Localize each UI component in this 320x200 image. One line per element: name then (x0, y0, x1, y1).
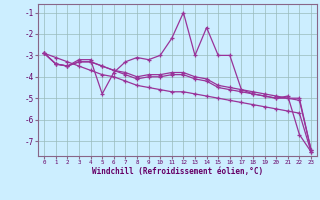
X-axis label: Windchill (Refroidissement éolien,°C): Windchill (Refroidissement éolien,°C) (92, 167, 263, 176)
